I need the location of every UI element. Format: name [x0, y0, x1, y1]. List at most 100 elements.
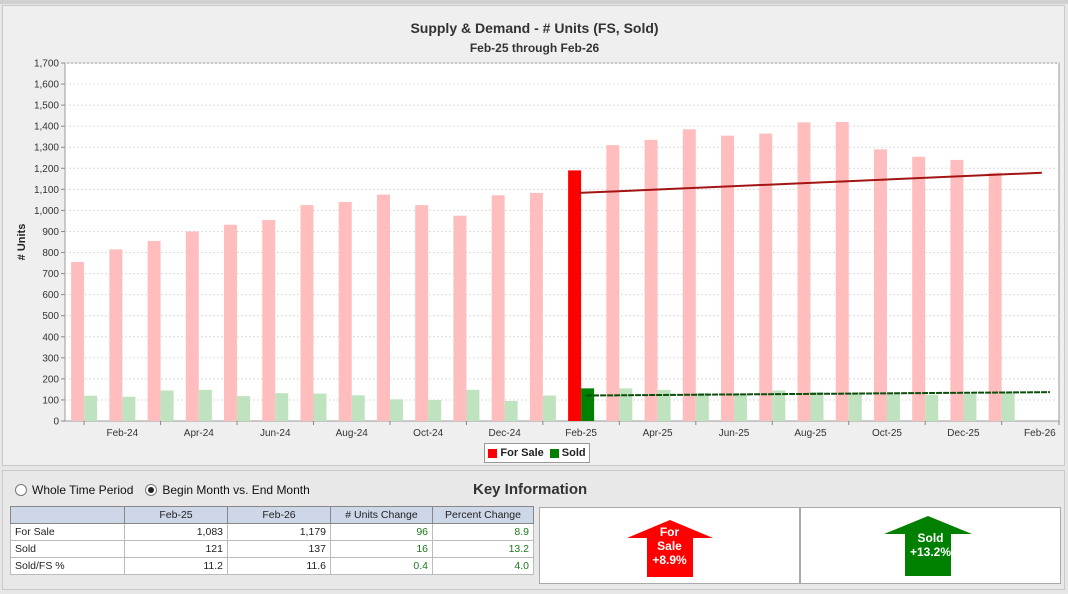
up-arrow-icon [884, 516, 972, 576]
table-row: Sold/FS % 11.2 11.6 0.4 4.0 [10, 557, 534, 575]
chart-legend: For Sale Sold [484, 443, 590, 463]
bar-sold [657, 389, 671, 421]
bar-for-sale [644, 139, 658, 422]
for-sale-arrow-label-line2: Sale [657, 539, 682, 553]
bar-sold [122, 396, 136, 421]
bar-sold [1001, 392, 1015, 421]
begin-end-month-radio[interactable]: Begin Month vs. End Month [145, 483, 310, 497]
x-tick-label: Feb-24 [107, 428, 139, 439]
y-tick-label: 400 [42, 332, 59, 343]
bar-for-sale [109, 249, 123, 421]
table-cell: 11.2 [124, 557, 228, 575]
y-tick-label: 1,200 [34, 164, 59, 175]
bar-for-sale [147, 240, 161, 421]
top-toolbar-strip [0, 0, 1068, 4]
y-tick-label: 1,700 [34, 59, 59, 70]
y-tick-label: 300 [42, 353, 59, 364]
whole-time-period-radio[interactable]: Whole Time Period [15, 483, 133, 497]
table-header-cell: # Units Change [330, 506, 433, 524]
table-header-cell: Feb-25 [124, 506, 228, 524]
key-information-panel: Whole Time Period Begin Month vs. End Mo… [2, 470, 1065, 590]
bar-for-sale [376, 194, 390, 421]
whole-time-period-label: Whole Time Period [32, 483, 134, 497]
bar-sold [237, 396, 251, 421]
y-tick-label: 0 [53, 417, 59, 428]
table-cell: 16 [330, 540, 433, 558]
bar-sold [734, 393, 748, 421]
radio-circle-whole-period[interactable] [15, 484, 27, 496]
y-tick-label: 1,100 [34, 185, 59, 196]
bar-for-sale [529, 192, 543, 421]
x-tick-label: Dec-24 [489, 428, 522, 439]
x-tick-label: Dec-25 [947, 428, 980, 439]
bar-for-sale [797, 122, 811, 422]
bar-sold [542, 395, 556, 421]
radio-circle-begin-end[interactable] [145, 484, 158, 496]
legend-swatch-for-sale [488, 448, 498, 458]
bar-for-sale [71, 262, 85, 421]
sold-arrow-percent: +13.2% [909, 545, 952, 559]
x-tick-label: Apr-25 [643, 428, 673, 439]
bar-sold [848, 392, 862, 421]
table-header-cell: Feb-26 [227, 506, 331, 524]
legend-swatch-sold [549, 448, 559, 458]
table-cell: 1,083 [124, 523, 228, 541]
y-tick-label: 700 [42, 269, 59, 280]
table-cell: Sold/FS % [10, 557, 125, 575]
bar-sold [581, 388, 595, 421]
key-information-title: Key Information [473, 481, 588, 498]
bar-for-sale [338, 201, 352, 421]
bar-for-sale [721, 135, 735, 421]
bar-for-sale [606, 145, 620, 422]
bar-for-sale [262, 219, 276, 421]
bar-sold [160, 390, 174, 421]
chart-subtitle: Feb-25 through Feb-26 [469, 41, 600, 55]
table-cell: Sold [10, 540, 125, 558]
bar-for-sale [415, 205, 429, 421]
table-header-row: Feb-25 Feb-26 # Units Change Percent Cha… [10, 506, 534, 524]
table-cell: 8.9 [432, 523, 534, 541]
bar-sold [84, 395, 98, 421]
for-sale-arrow-label-line1: For [659, 525, 680, 539]
trend-line-sold [586, 391, 1050, 397]
table-row: For Sale 1,083 1,179 96 8.9 [10, 523, 534, 541]
begin-end-month-label: Begin Month vs. End Month [162, 483, 310, 497]
bar-for-sale [759, 133, 773, 421]
legend-label-for-sale: For Sale [500, 447, 544, 459]
table-row: Sold 121 137 16 13.2 [10, 540, 534, 558]
y-tick-label: 1,600 [34, 80, 59, 91]
bar-for-sale [185, 231, 199, 421]
table-cell: 13.2 [432, 540, 534, 558]
table-cell: 1,179 [227, 523, 331, 541]
bar-sold [351, 395, 365, 421]
bar-sold [925, 394, 939, 421]
chart-panel: 0 100 200 300 400 500 600 700 800 900 1,000 1,100 1,… [2, 5, 1065, 466]
table-header-cell [10, 506, 125, 524]
y-axis-label: # Units [16, 224, 28, 261]
trend-line-for-sale [579, 171, 1042, 194]
bar-for-sale [873, 149, 887, 421]
time-period-options: Whole Time Period Begin Month vs. End Mo… [15, 483, 310, 497]
bar-for-sale [988, 172, 1002, 421]
bar-sold [428, 399, 442, 421]
plot-area [64, 62, 1060, 422]
x-tick-label: Aug-25 [794, 428, 827, 439]
bar-for-sale [568, 170, 582, 421]
bar-sold [810, 391, 824, 421]
bar-sold [772, 390, 786, 421]
table-cell: 0.4 [330, 557, 433, 575]
sold-arrow-label: Sold [917, 531, 944, 545]
table-cell: 4.0 [432, 557, 534, 575]
legend-item-sold: Sold [549, 447, 586, 459]
y-tick-label: 100 [42, 395, 59, 406]
y-tick-label: 1,300 [34, 143, 59, 154]
y-tick-label: 1,500 [34, 101, 59, 112]
bar-sold [619, 388, 633, 421]
x-tick-label: Apr-24 [184, 428, 214, 439]
bar-sold [275, 393, 289, 421]
table-cell: 11.6 [227, 557, 331, 575]
key-information-table: Feb-25 Feb-26 # Units Change Percent Cha… [10, 506, 534, 575]
sold-change-box: Sold +13.2% [800, 507, 1061, 584]
table-cell: 121 [124, 540, 228, 558]
for-sale-change-box: For Sale +8.9% [539, 507, 800, 584]
